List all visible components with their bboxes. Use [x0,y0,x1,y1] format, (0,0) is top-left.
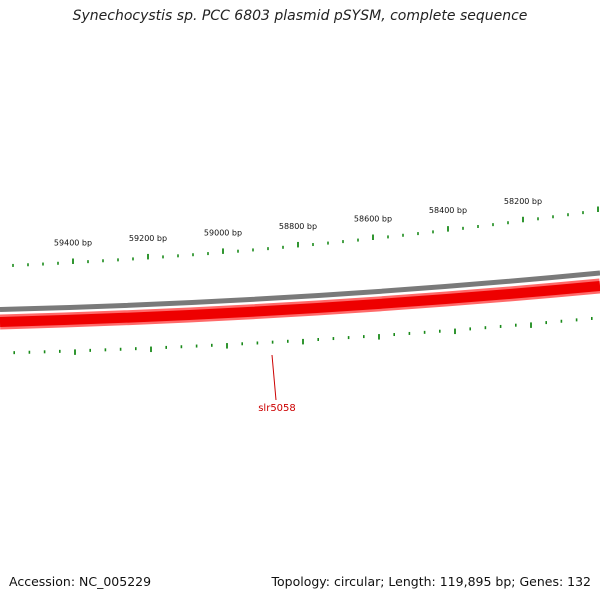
ruler-label: 58400 bp [429,206,467,215]
ruler-label: 59400 bp [54,238,92,247]
inner-ruler-ticks [13,316,593,355]
outer-ruler-ticks [12,206,599,267]
gene-track-arc[interactable] [0,281,600,327]
ruler-label: 59200 bp [129,234,167,243]
accession-text: Accession: NC_005229 [9,574,152,589]
ruler-label: 59000 bp [204,228,242,237]
topology-stats-text: Topology: circular; Length: 119,895 bp; … [271,574,592,589]
backbone-arc [0,270,600,312]
gene-label-slr5058[interactable]: slr5058 [258,403,296,414]
ruler-label: 58200 bp [504,197,542,206]
ruler-label: 58800 bp [279,222,317,231]
outer-ruler-labels: 59400 bp 59200 bp 59000 bp 58800 bp 58600 bp… [54,197,542,248]
ruler-label: 58600 bp [354,215,392,224]
gene-label-leader [271,354,277,401]
map-title: Synechocystis sp. PCC 6803 plasmid pSYSM… [72,8,528,24]
